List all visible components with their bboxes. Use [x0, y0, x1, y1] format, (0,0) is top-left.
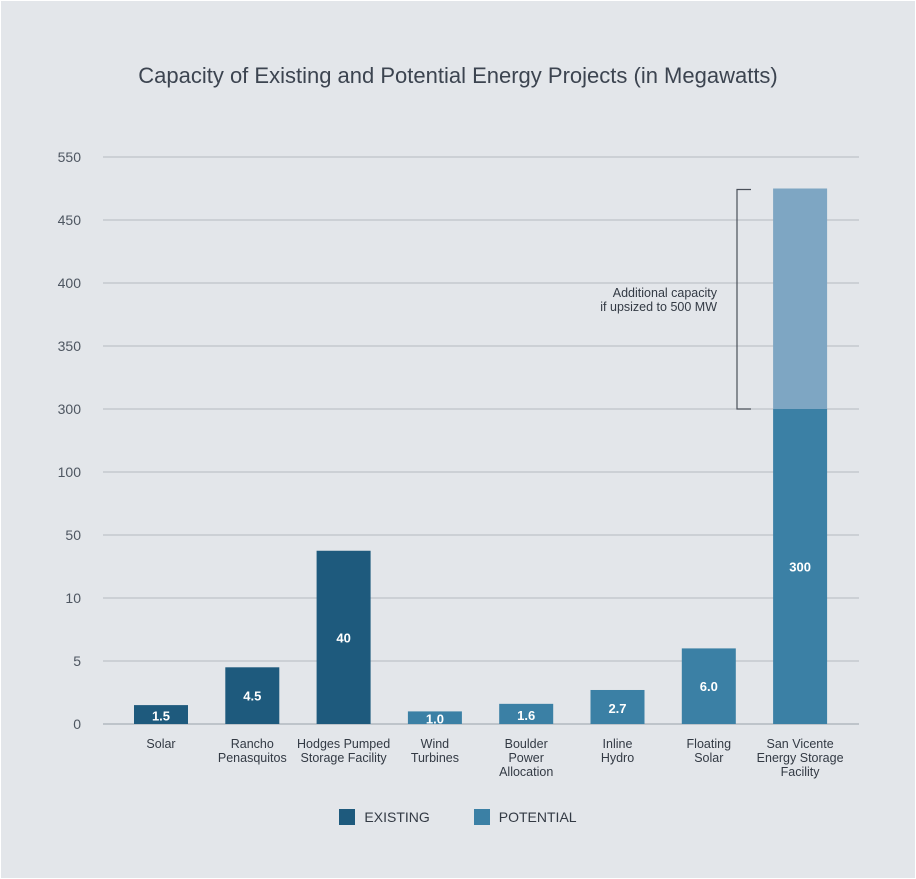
x-category-label-line: Power [508, 751, 543, 765]
x-category-label-line: Hydro [601, 751, 634, 765]
bar [590, 689, 645, 724]
legend-swatch-potential [473, 809, 490, 825]
legend-label-existing: EXISTING [364, 809, 430, 825]
y-tick-label: 10 [65, 590, 81, 606]
bar [407, 711, 462, 724]
y-tick-label: 550 [58, 149, 82, 165]
y-tick-label: 50 [65, 527, 81, 543]
x-category-label-line: Wind [421, 737, 450, 751]
y-tick-label: 350 [58, 338, 82, 354]
x-category-label-line: Solar [694, 751, 723, 765]
chart-title: Capacity of Existing and Potential Energ… [138, 63, 778, 88]
bar [225, 667, 280, 724]
legend-swatch-existing [339, 809, 356, 825]
bar-additional-capacity [773, 188, 828, 409]
x-category-label-line: Allocation [499, 765, 553, 779]
x-category-label-line: Solar [146, 737, 175, 751]
x-category-label: Boulder Power Allocation [499, 737, 553, 779]
legend-label-potential: POTENTIAL [498, 809, 577, 825]
y-tick-label: 100 [58, 464, 82, 480]
y-tick-label: 0 [73, 716, 81, 732]
bar-value-label: 300 [789, 560, 811, 575]
x-category-label: Inline Hydro [601, 737, 634, 765]
x-category-label-line: Inline [603, 737, 633, 751]
annotation-bracket [736, 188, 751, 410]
x-category-label-line: Boulder [505, 737, 548, 751]
x-category-label: Wind Turbines [411, 737, 459, 765]
legend-item-existing: EXISTING [339, 809, 430, 825]
x-category-label-line: Energy Storage [757, 751, 844, 765]
x-category-label: Solar [146, 737, 175, 751]
x-category-label: Floating Solar [687, 737, 732, 765]
x-category-label-line: Penasquitos [218, 751, 287, 765]
x-category-label-line: Hodges Pumped [297, 737, 390, 751]
bar [499, 703, 554, 724]
x-category-label-line: Storage Facility [301, 751, 388, 765]
x-category-label-line: Rancho [231, 737, 274, 751]
bar-value-label: 40 [336, 630, 350, 645]
x-category-label: Hodges Pumped Storage Facility [297, 737, 390, 765]
x-category-label: Rancho Penasquitos [218, 737, 287, 765]
x-category-label-line: Turbines [411, 751, 459, 765]
legend-item-potential: POTENTIAL [473, 809, 577, 825]
bar-value-label: 1.5 [152, 709, 170, 724]
bar-value-label: 2.7 [608, 701, 626, 716]
x-category-label-line: San Vicente [767, 737, 834, 751]
bar-value-label: 6.0 [700, 679, 718, 694]
x-category-label-line: Facility [781, 765, 821, 779]
bar [316, 550, 371, 724]
bar-value-label: 4.5 [243, 689, 261, 704]
bar-value-label: 1.6 [517, 708, 535, 723]
x-category-label: San Vicente Energy Storage Facility [757, 737, 844, 779]
annotation-text: Additional capacity if upsized to 500 MW [600, 286, 717, 314]
annotation-text-line: if upsized to 500 MW [600, 300, 717, 314]
annotation-text-line: Additional capacity [613, 286, 718, 300]
bar [773, 409, 828, 724]
bar [134, 705, 188, 724]
y-tick-label: 450 [58, 212, 82, 228]
bar [681, 648, 736, 724]
y-tick-label: 5 [73, 653, 81, 669]
y-tick-label: 300 [58, 401, 82, 417]
x-category-label-line: Floating [687, 737, 732, 751]
y-tick-label: 400 [58, 275, 82, 291]
bar-value-label: 1.0 [426, 712, 444, 727]
chart-legend: EXISTING POTENTIAL [1, 807, 915, 827]
